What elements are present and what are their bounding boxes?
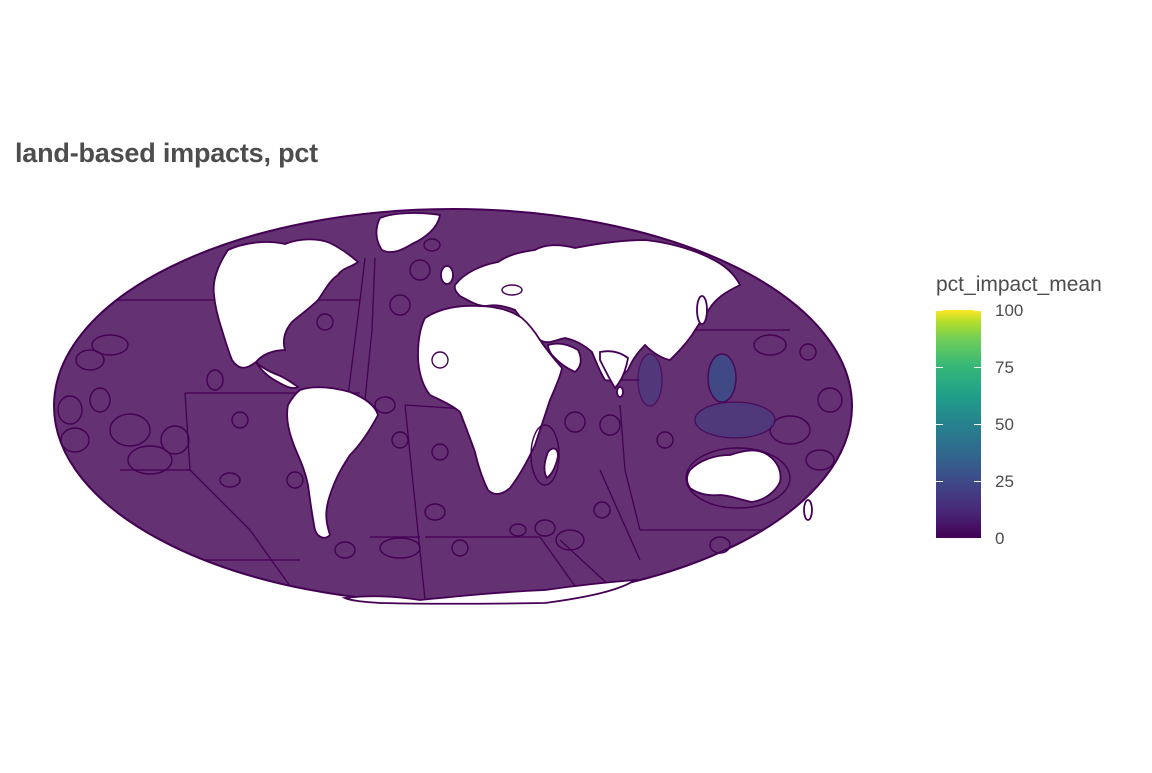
legend-tick <box>936 424 943 425</box>
legend-title: pct_impact_mean <box>936 273 1102 296</box>
south-america <box>286 386 379 539</box>
arabian-peninsula <box>547 342 582 374</box>
eez-rings <box>57 238 843 559</box>
legend-tick-label: 25 <box>995 472 1014 491</box>
map-title: land-based impacts, pct <box>15 138 318 168</box>
new-zealand <box>803 499 813 521</box>
legend-tick-label: 0 <box>995 529 1005 548</box>
japan <box>696 295 708 325</box>
legend-tick <box>974 367 981 368</box>
legend-tick-label: 100 <box>995 301 1024 320</box>
legend-tick <box>974 481 981 482</box>
africa <box>417 304 563 495</box>
legend-tick <box>936 367 943 368</box>
legend-tick <box>936 310 943 311</box>
greenland <box>375 212 442 253</box>
legend-colorbar <box>936 310 981 538</box>
north-america <box>212 238 360 369</box>
legend-tick <box>936 538 943 539</box>
antarctica <box>341 578 639 605</box>
legend-tick-label: 50 <box>995 415 1014 434</box>
landmasses <box>212 212 813 605</box>
legend-tick <box>974 310 981 311</box>
sri-lanka <box>616 386 624 398</box>
central-america <box>255 361 300 389</box>
legend-tick <box>974 424 981 425</box>
hotspot-southeast-asia <box>637 353 776 439</box>
eurasia <box>453 239 742 382</box>
uk <box>440 265 454 285</box>
legend-tick <box>936 481 943 482</box>
india <box>599 350 629 390</box>
legend-tick-label: 75 <box>995 358 1014 377</box>
madagascar <box>543 447 559 480</box>
australia <box>686 449 782 503</box>
legend-tick <box>974 538 981 539</box>
